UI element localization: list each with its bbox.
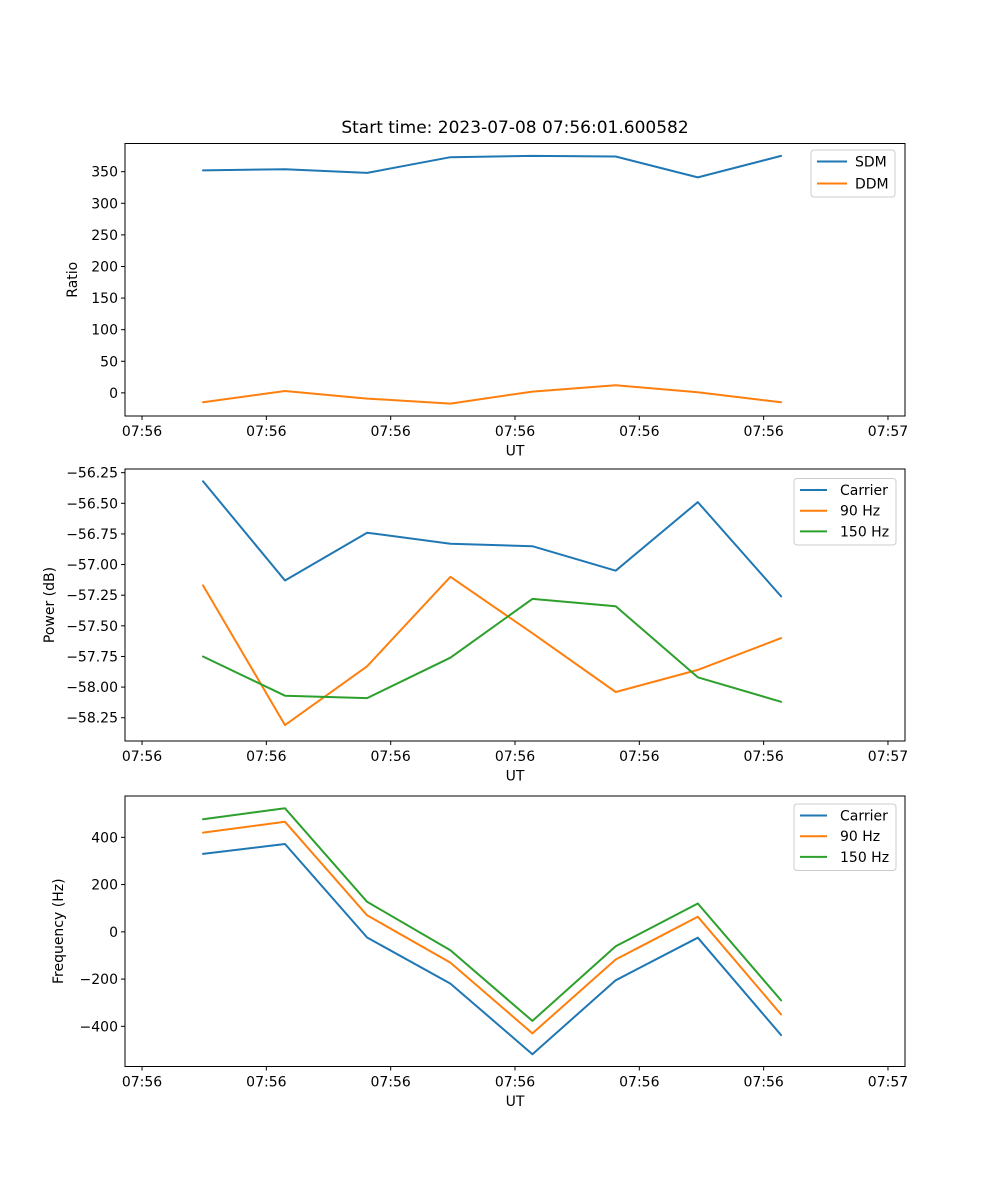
y-tick-label: 200: [91, 878, 118, 894]
legend-label: 150 Hz: [840, 524, 889, 540]
legend-label: Carrier: [840, 483, 888, 499]
y-tick-label: −56.25: [66, 466, 118, 482]
y-tick-label: 0: [109, 925, 118, 941]
series-line-150-hz: [202, 597, 783, 703]
series-line-ddm: [202, 384, 783, 405]
x-tick-label: 07:56: [619, 749, 659, 765]
x-tick-label: 07:56: [246, 749, 286, 765]
x-tick-label: 07:56: [370, 424, 410, 440]
chart-1: 07:56 07:56 07:56 07:56 07:56 07:56 07:57 0 50 10…: [65, 143, 908, 460]
legend-label: DDM: [855, 177, 889, 193]
y-tick-label: 50: [100, 354, 118, 370]
y-tick-label: 0: [109, 386, 118, 402]
x-tick-label: 07:56: [122, 424, 162, 440]
x-tick-label: 07:56: [246, 1075, 286, 1091]
axes-frame: [124, 468, 906, 742]
y-tick-label: −56.75: [66, 527, 118, 543]
legend: Carrier 90 Hz 150 Hz: [793, 803, 897, 871]
y-tick-label: −57.50: [66, 619, 118, 635]
y-tick-label: 100: [91, 323, 118, 339]
axes-frame: [124, 795, 906, 1067]
legend-label: SDM: [855, 155, 887, 171]
x-tick-label: 07:56: [495, 1075, 535, 1091]
chart-3: 07:56 07:56 07:56 07:56 07:56 07:56 07:57 400 20…: [51, 795, 908, 1110]
x-tick-label: 07:56: [619, 1075, 659, 1091]
y-tick-label: −58.00: [66, 680, 118, 696]
x-tick-label: 07:56: [495, 749, 535, 765]
x-axis-label: UT: [506, 444, 525, 460]
legend-box: [793, 803, 897, 871]
legend-label: Carrier: [840, 809, 888, 825]
x-axis-label: UT: [506, 769, 525, 785]
y-tick-label: 250: [91, 228, 118, 244]
y-tick-label: −56.50: [66, 496, 118, 512]
series-line-150-hz: [202, 807, 783, 1022]
legend-label: 90 Hz: [840, 504, 880, 520]
x-tick-label: 07:56: [246, 424, 286, 440]
legend: Carrier 90 Hz 150 Hz: [793, 478, 897, 546]
y-tick-label: 300: [91, 196, 118, 212]
x-tick-label: 07:56: [619, 424, 659, 440]
x-tick-label: 07:56: [370, 749, 410, 765]
x-tick-label: 07:56: [743, 424, 783, 440]
legend-box: [793, 478, 897, 546]
y-tick-label: −58.25: [66, 711, 118, 727]
series-line-90-hz: [202, 575, 783, 727]
x-tick-label: 07:56: [743, 1075, 783, 1091]
chart-2: 07:56 07:56 07:56 07:56 07:56 07:56 07:57 −56.2…: [42, 466, 908, 785]
axes-title: Start time: 2023-07-08 07:56:01.600582: [341, 118, 689, 138]
x-tick-label: 07:56: [122, 1075, 162, 1091]
y-tick-label: −400: [80, 1019, 118, 1035]
y-tick-label: −57.00: [66, 558, 118, 574]
series-line-90-hz: [202, 820, 783, 1035]
y-tick-label: 400: [91, 830, 118, 846]
legend-label: 90 Hz: [840, 829, 880, 845]
y-tick-label: −57.25: [66, 588, 118, 604]
y-axis-label: Ratio: [65, 262, 81, 298]
legend: SDM DDM: [810, 149, 896, 198]
x-tick-label: 07:57: [868, 1075, 908, 1091]
y-tick-label: 350: [91, 165, 118, 181]
y-axis-label: Power (dB): [42, 567, 58, 643]
series-line-carrier: [202, 480, 783, 598]
y-tick-label: 150: [91, 291, 118, 307]
axes-frame: [124, 143, 906, 417]
y-tick-label: −200: [80, 972, 118, 988]
series-line-carrier: [202, 843, 783, 1056]
x-tick-label: 07:56: [122, 749, 162, 765]
y-tick-label: 200: [91, 259, 118, 275]
x-axis-label: UT: [506, 1094, 525, 1110]
x-tick-label: 07:56: [743, 749, 783, 765]
x-tick-label: 07:57: [868, 749, 908, 765]
x-tick-label: 07:56: [370, 1075, 410, 1091]
x-tick-label: 07:57: [868, 424, 908, 440]
series-line-sdm: [202, 154, 783, 179]
y-tick-label: −57.75: [66, 649, 118, 665]
y-axis-label: Frequency (Hz): [51, 878, 67, 984]
legend-label: 150 Hz: [840, 850, 889, 866]
x-tick-label: 07:56: [495, 424, 535, 440]
